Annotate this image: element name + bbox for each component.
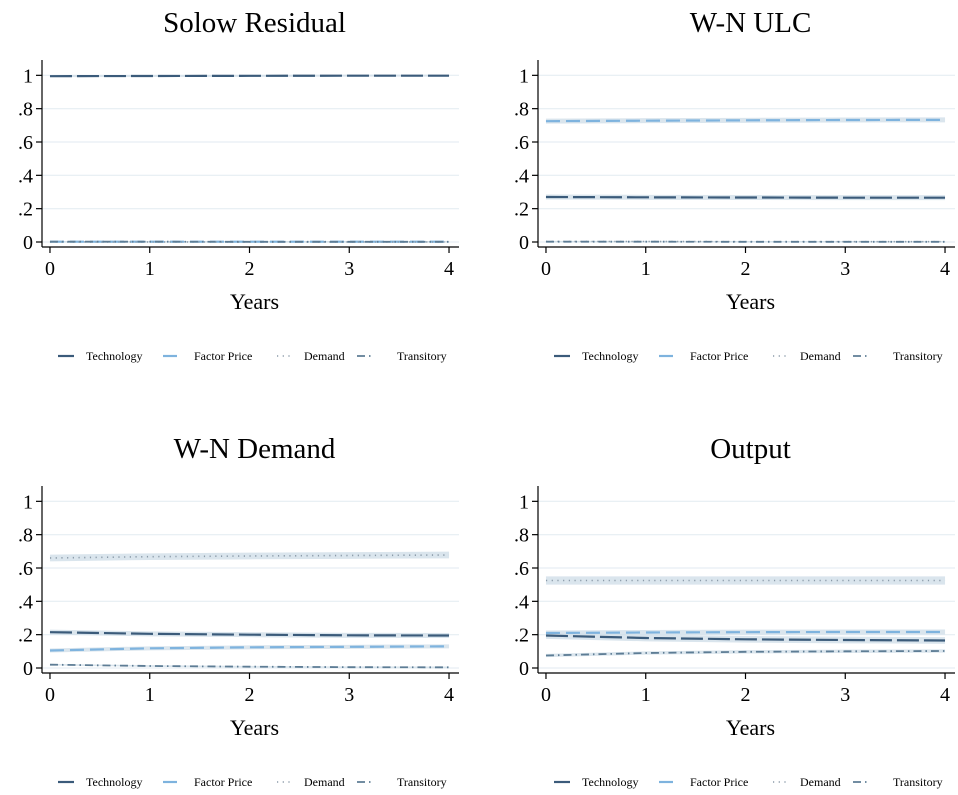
legend-label: Factor Price xyxy=(690,349,748,363)
legend-label: Demand xyxy=(304,775,345,789)
x-tick-label: 0 xyxy=(45,258,55,280)
legend-label: Transitory xyxy=(397,349,447,363)
y-tick-label: .4 xyxy=(18,591,33,613)
x-tick-label: 4 xyxy=(444,684,454,706)
x-tick-label: 3 xyxy=(344,258,354,280)
y-tick-label: .2 xyxy=(18,625,33,647)
legend: Technology Factor Price Demand Transitory xyxy=(58,349,447,363)
chart-panel-4: Output 0 .2 .4 .6 .8 1 0 1 2 3 4 Years Technology Fact… xyxy=(514,433,955,789)
series-line-factor-price xyxy=(545,118,946,123)
x-tick-label: 1 xyxy=(641,258,651,280)
y-tick-label: 1 xyxy=(519,65,529,87)
y-tick-label: 1 xyxy=(519,491,529,513)
x-axis-title: Years xyxy=(726,715,775,740)
y-tick-label: .4 xyxy=(514,165,529,187)
series-line-transitory xyxy=(49,663,450,669)
y-tick-label: .8 xyxy=(18,525,33,547)
chart-title: Output xyxy=(710,433,791,465)
x-axis-title: Years xyxy=(726,289,775,314)
series-line-factor-price xyxy=(49,645,450,652)
chart-title: W-N ULC xyxy=(690,7,812,39)
series-line-technology xyxy=(49,631,450,637)
y-tick-label: .2 xyxy=(514,199,529,221)
legend-label: Demand xyxy=(800,775,841,789)
x-tick-label: 1 xyxy=(145,258,155,280)
y-tick-label: 1 xyxy=(23,491,33,513)
x-tick-label: 4 xyxy=(940,684,950,706)
x-tick-label: 1 xyxy=(145,684,155,706)
series-line-transitory xyxy=(545,650,946,657)
x-tick-label: 0 xyxy=(45,684,55,706)
legend-label: Demand xyxy=(304,349,345,363)
y-tick-label: 0 xyxy=(23,658,33,680)
y-tick-label: .2 xyxy=(18,199,33,221)
x-axis-title: Years xyxy=(230,715,279,740)
legend-label: Technology xyxy=(582,349,638,363)
x-tick-label: 3 xyxy=(840,258,850,280)
x-tick-label: 4 xyxy=(444,258,454,280)
y-tick-label: .2 xyxy=(514,625,529,647)
chart-panel-3: W-N Demand 0 .2 .4 .6 .8 1 0 1 2 3 4 Years Technology… xyxy=(18,433,459,789)
series-line-demand xyxy=(49,554,450,559)
x-tick-label: 2 xyxy=(245,258,255,280)
y-tick-label: 0 xyxy=(519,658,529,680)
chart-panel-2: W-N ULC 0 .2 .4 .6 .8 1 0 1 2 3 4 Years Technology Fac… xyxy=(514,7,955,363)
chart-panel-1: Solow Residual 0 .2 .4 .6 .8 1 0 1 2 3 4 Years Techno… xyxy=(18,7,459,363)
x-tick-label: 3 xyxy=(840,684,850,706)
y-tick-label: .8 xyxy=(514,99,529,121)
legend-label: Technology xyxy=(86,349,142,363)
legend-label: Demand xyxy=(800,349,841,363)
legend: Technology Factor Price Demand Transitory xyxy=(58,775,447,789)
legend-label: Factor Price xyxy=(194,775,252,789)
chart-title: Solow Residual xyxy=(163,7,346,39)
legend-label: Transitory xyxy=(893,349,943,363)
x-tick-label: 0 xyxy=(541,684,551,706)
series-line-technology xyxy=(49,74,450,78)
y-tick-label: .4 xyxy=(18,165,33,187)
legend-label: Factor Price xyxy=(194,349,252,363)
y-tick-label: .6 xyxy=(514,558,529,580)
legend-label: Technology xyxy=(582,775,638,789)
x-tick-label: 2 xyxy=(245,684,255,706)
legend-label: Factor Price xyxy=(690,775,748,789)
y-tick-label: .6 xyxy=(18,132,33,154)
y-tick-label: 1 xyxy=(23,65,33,87)
series-line-factor-price xyxy=(545,630,946,635)
series-line-technology xyxy=(545,195,946,199)
y-tick-label: 0 xyxy=(519,232,529,254)
y-tick-label: .4 xyxy=(514,591,529,613)
x-tick-label: 1 xyxy=(641,684,651,706)
y-tick-label: 0 xyxy=(23,232,33,254)
confidence-band-factor-price xyxy=(545,117,946,124)
x-tick-label: 4 xyxy=(940,258,950,280)
legend-label: Transitory xyxy=(397,775,447,789)
series-line-technology xyxy=(545,634,946,642)
legend-label: Transitory xyxy=(893,775,943,789)
x-tick-label: 2 xyxy=(741,258,751,280)
x-tick-label: 2 xyxy=(741,684,751,706)
legend: Technology Factor Price Demand Transitory xyxy=(554,775,943,789)
y-tick-label: .8 xyxy=(514,525,529,547)
chart-title: W-N Demand xyxy=(174,433,336,465)
legend-label: Technology xyxy=(86,775,142,789)
x-tick-label: 0 xyxy=(541,258,551,280)
legend: Technology Factor Price Demand Transitory xyxy=(554,349,943,363)
y-tick-label: .6 xyxy=(514,132,529,154)
x-tick-label: 3 xyxy=(344,684,354,706)
y-tick-label: .8 xyxy=(18,99,33,121)
x-axis-title: Years xyxy=(230,289,279,314)
y-tick-label: .6 xyxy=(18,558,33,580)
confidence-band-factor-price xyxy=(49,644,450,653)
confidence-band-factor-price xyxy=(545,629,946,636)
